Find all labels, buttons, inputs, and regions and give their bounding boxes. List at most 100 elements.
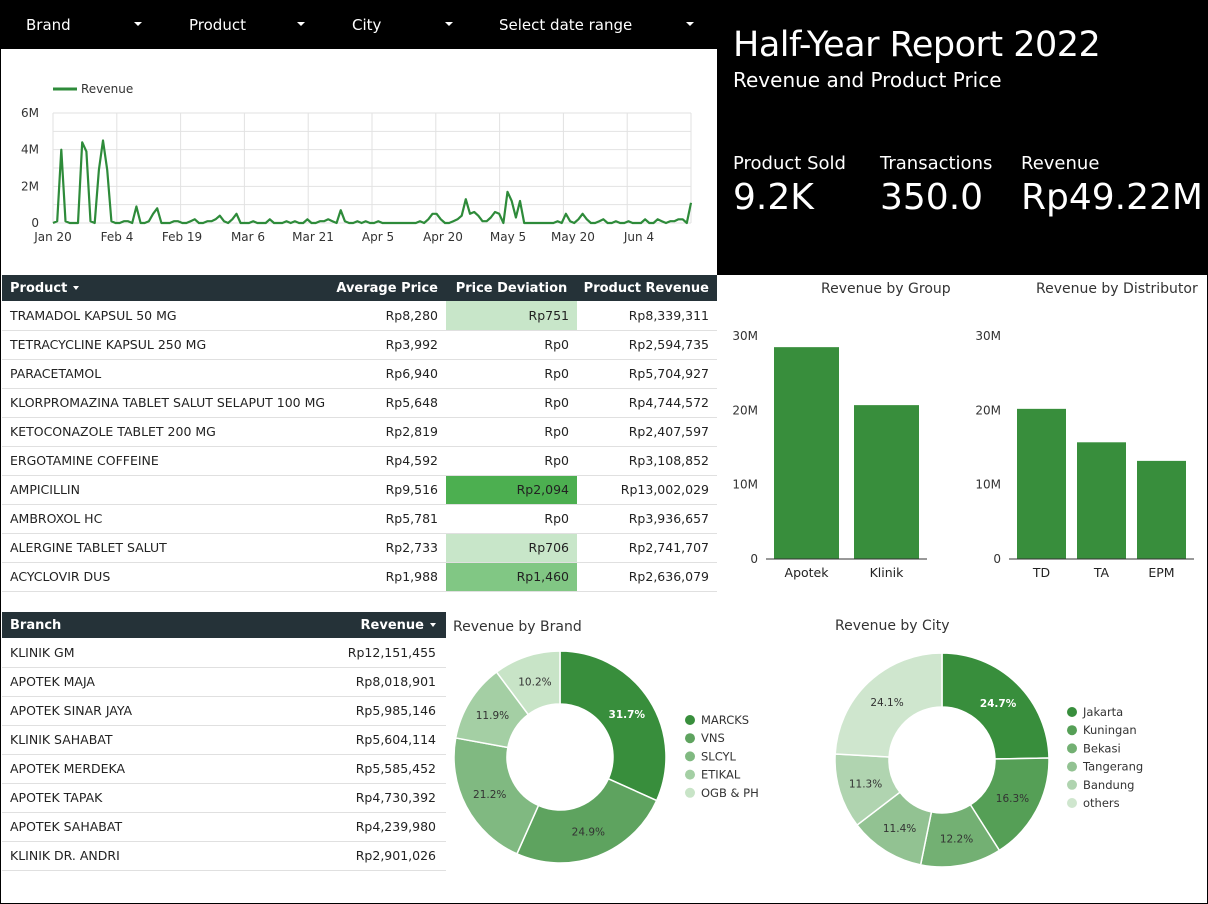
table-row[interactable]: KETOCONAZOLE TABLET 200 MG Rp2,819 Rp0 Rp2,… [2, 417, 717, 447]
pie-slice [559, 650, 667, 802]
y-tick-label: 30M [732, 329, 758, 343]
average-price: Rp8,280 [329, 301, 446, 331]
average-price-column-header[interactable]: Average Price [329, 275, 446, 301]
table-row[interactable]: TRAMADOL KAPSUL 50 MG Rp8,280 Rp751 Rp8,339… [2, 301, 717, 331]
price-deviation-column-header[interactable]: Price Deviation [446, 275, 577, 301]
legend-swatch [1067, 707, 1077, 717]
branch-table-header: Branch Revenue [2, 612, 446, 638]
date-range-filter[interactable]: Select date range [499, 1, 697, 49]
table-row[interactable]: KLINIK DR. ANDRI Rp2,901,026 [2, 841, 446, 871]
product-name: ACYCLOVIR DUS [2, 562, 329, 592]
x-tick-label: Jun 4 [623, 230, 654, 244]
table-row[interactable]: KLORPROMAZINA TABLET SALUT SELAPUT 100 M… [2, 388, 717, 418]
table-row[interactable]: AMBROXOL HC Rp5,781 Rp0 Rp3,936,657 [2, 504, 717, 534]
table-row[interactable]: KLINIK SAHABAT Rp5,604,114 [2, 725, 446, 755]
product-revenue: Rp2,741,707 [577, 533, 717, 563]
table-row[interactable]: APOTEK SAHABAT Rp4,239,980 [2, 812, 446, 842]
sort-desc-icon [73, 286, 80, 290]
table-row[interactable]: ALERGINE TABLET SALUT Rp2,733 Rp706 Rp2,741… [2, 533, 717, 563]
branch-name: APOTEK SINAR JAYA [2, 696, 302, 726]
table-row[interactable]: APOTEK MAJA Rp8,018,901 [2, 667, 446, 697]
y-tick-label: 0 [31, 216, 39, 230]
y-tick-label: 4M [21, 143, 39, 157]
sort-desc-icon [430, 623, 436, 627]
branch-revenue: Rp2,901,026 [302, 841, 446, 871]
legend-swatch [1067, 725, 1077, 736]
product-name: TRAMADOL KAPSUL 50 MG [2, 301, 329, 331]
legend-entry: OGB & PH [701, 786, 759, 800]
legend-entry: Jakarta [1082, 705, 1123, 719]
price-deviation: Rp0 [446, 330, 577, 360]
branch-revenue: Rp8,018,901 [302, 667, 446, 697]
price-deviation: Rp0 [446, 504, 577, 534]
x-tick-label: Feb 19 [162, 230, 202, 244]
revenue-by-distributor-title: Revenue by Distributor [1036, 281, 1198, 297]
product-revenue: Rp13,002,029 [577, 475, 717, 505]
branch-column-header[interactable]: Branch [2, 612, 302, 638]
branch-revenue-column-header[interactable]: Revenue [302, 612, 446, 638]
product-name: KLORPROMAZINA TABLET SALUT SELAPUT 100 M… [2, 388, 329, 418]
legend-entry: others [1083, 796, 1120, 810]
x-tick-label: EPM [1148, 565, 1174, 580]
y-tick-label: 2M [21, 179, 39, 193]
kpi-product-sold-label: Product Sold [733, 153, 846, 174]
kpi-product-sold-value: 9.2K [733, 177, 814, 218]
pie-slice [515, 777, 658, 864]
pie-slice [495, 650, 561, 716]
revenue-by-city-title: Revenue by City [835, 618, 950, 634]
table-row[interactable]: APOTEK TAPAK Rp4,730,392 [2, 783, 446, 813]
brand-filter-label: Brand [26, 16, 71, 34]
kpi-transactions-label: Transactions [880, 153, 993, 174]
y-tick-label: 30M [975, 329, 1001, 343]
chevron-down-icon [297, 22, 305, 26]
table-row[interactable]: ERGOTAMINE COFFEINE Rp4,592 Rp0 Rp3,108,852 [2, 446, 717, 476]
legend-swatch [685, 715, 695, 725]
table-row[interactable]: KLINIK GM Rp12,151,455 [2, 638, 446, 668]
price-deviation: Rp0 [446, 388, 577, 418]
table-row[interactable]: TETRACYCLINE KAPSUL 250 MG Rp3,992 Rp0 Rp2,… [2, 330, 717, 360]
table-row[interactable]: APOTEK MERDEKA Rp5,585,452 [2, 754, 446, 784]
slice-label: 24.7% [980, 698, 1017, 710]
city-filter[interactable]: City [352, 1, 456, 49]
product-filter[interactable]: Product [189, 1, 309, 49]
pie-slice [453, 737, 540, 855]
x-tick-label: Klinik [870, 565, 905, 580]
table-row[interactable]: APOTEK SINAR JAYA Rp5,985,146 [2, 696, 446, 726]
average-price: Rp3,992 [329, 330, 446, 360]
product-table: Product Average Price Price Deviation Pr… [2, 275, 717, 592]
product-name: PARACETAMOL [2, 359, 329, 389]
y-tick-label: 6M [21, 106, 39, 120]
branch-name: KLINIK GM [2, 638, 302, 668]
revenue-series-line [52, 139, 693, 225]
kpi-revenue-label: Revenue [1021, 153, 1100, 174]
x-tick-label: Apotek [785, 565, 830, 580]
legend-entry: ETIKAL [701, 768, 741, 782]
table-row[interactable]: PARACETAMOL Rp6,940 Rp0 Rp5,704,927 [2, 359, 717, 389]
brand-filter[interactable]: Brand [26, 1, 146, 49]
table-row[interactable]: ACYCLOVIR DUS Rp1,988 Rp1,460 Rp2,636,079 [2, 562, 717, 592]
pie-slice [941, 652, 1050, 760]
branch-name: KLINIK DR. ANDRI [2, 841, 302, 871]
slice-label: 10.2% [518, 677, 551, 689]
product-name: ERGOTAMINE COFFEINE [2, 446, 329, 476]
product-revenue-column-header[interactable]: Product Revenue [577, 275, 717, 301]
price-deviation: Rp0 [446, 359, 577, 389]
average-price: Rp6,940 [329, 359, 446, 389]
price-deviation: Rp0 [446, 446, 577, 476]
revenue-by-distributor-chart: 0 10M 20M 30M TD TA EPM [975, 329, 1194, 580]
y-tick-label: 0 [993, 552, 1001, 566]
slice-label: 11.9% [476, 710, 509, 722]
product-filter-label: Product [189, 16, 246, 34]
branch-name: KLINIK SAHABAT [2, 725, 302, 755]
legend-entry: Kuningan [1083, 723, 1137, 737]
table-row[interactable]: AMPICILLIN Rp9,516 Rp2,094 Rp13,002,029 [2, 475, 717, 505]
price-deviation: Rp1,460 [446, 562, 577, 592]
date-range-filter-label: Select date range [499, 16, 633, 34]
slice-label: 12.2% [940, 834, 973, 846]
legend-entry: Tangerang [1082, 760, 1143, 774]
report-header: Half-Year Report 2022 Revenue and Produc… [717, 1, 1208, 275]
filter-bar: Brand Product City Select date range [1, 1, 717, 49]
kpi-transactions-value: 350.0 [880, 177, 984, 218]
product-column-header[interactable]: Product [2, 275, 329, 301]
price-deviation: Rp0 [446, 417, 577, 447]
